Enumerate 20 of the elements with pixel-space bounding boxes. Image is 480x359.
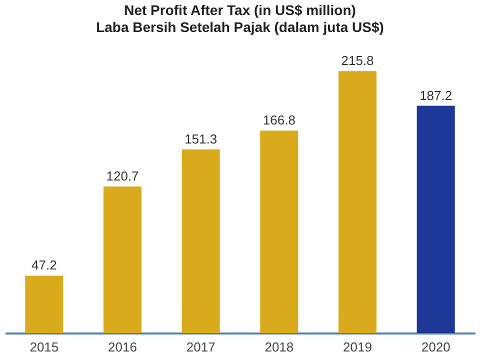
bar (104, 186, 142, 333)
chart-title: Net Profit After Tax (in US$ million) (124, 2, 356, 18)
x-tick-label: 2017 (186, 340, 216, 354)
data-label: 120.7 (106, 168, 139, 184)
x-tick-label: 2016 (108, 340, 137, 354)
bar (416, 106, 455, 333)
bar (182, 149, 220, 333)
x-tick-label: 2015 (30, 340, 59, 354)
chart-subtitle: Laba Bersih Setelah Pajak (dalam juta US$) (96, 19, 384, 36)
x-tick-label: 2020 (421, 340, 450, 354)
data-label: 187.2 (420, 88, 452, 103)
bar (25, 276, 64, 333)
x-tick-label: 2018 (264, 340, 294, 354)
data-label: 215.8 (341, 53, 374, 68)
data-label: 151.3 (184, 131, 218, 146)
bar (338, 71, 376, 333)
bar (260, 130, 298, 333)
data-label: 47.2 (32, 258, 57, 273)
x-tick-label: 2019 (343, 340, 372, 354)
data-label: 166.8 (262, 112, 296, 128)
